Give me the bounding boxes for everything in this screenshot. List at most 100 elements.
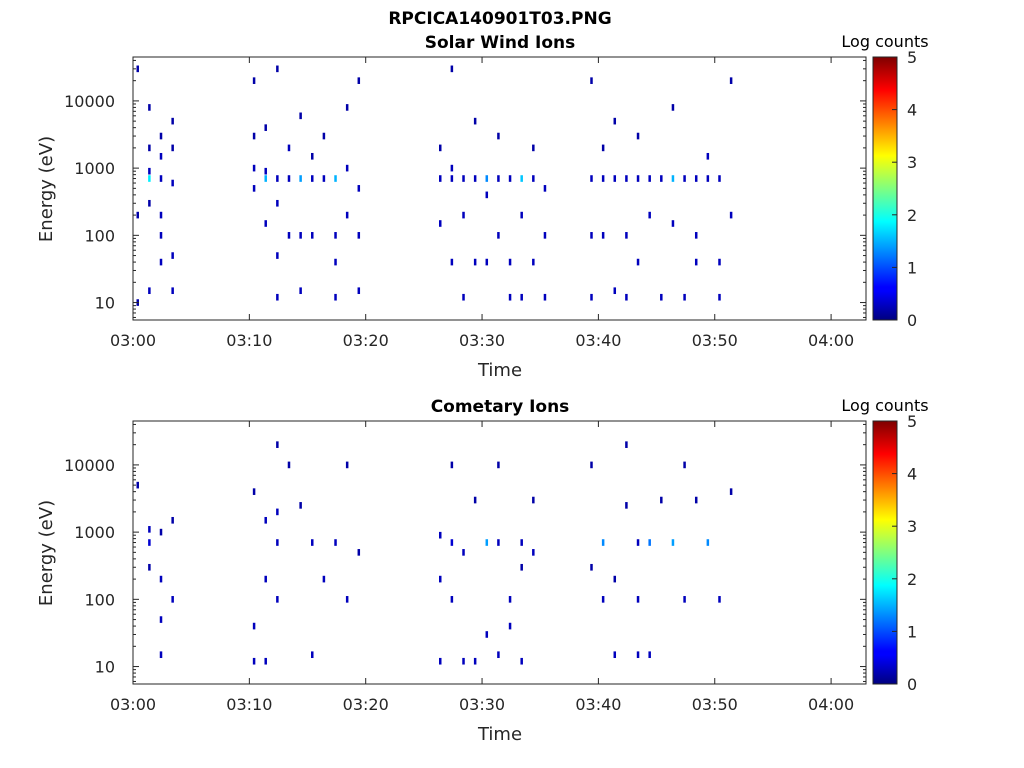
colorbar-tick-label: 4 (907, 465, 917, 484)
solar-wind-xlabel: Time (477, 360, 522, 381)
figure-title: RPCICA140901T03.PNG (388, 9, 611, 29)
spectrogram-cell (462, 211, 465, 219)
solar-wind-plot-area: 03:00 03:10 03:20 03:30 03:40 03:50 04:0010100… (64, 48, 917, 350)
spectrogram-cell (625, 441, 628, 448)
spectrogram-cell (508, 175, 512, 182)
spectrogram-cell (462, 657, 465, 665)
spectrogram-cell (613, 287, 617, 295)
spectrogram-cell (148, 526, 151, 533)
colorbar-tick-label: 2 (907, 570, 917, 589)
spectrogram-cell (694, 496, 698, 504)
spectrogram-cell (334, 175, 337, 182)
spectrogram-cell (264, 175, 267, 182)
spectrogram-cell (357, 77, 361, 84)
spectrogram-cell (148, 104, 151, 111)
colorbar-tick-label: 3 (907, 153, 917, 172)
spectrogram-cell (450, 258, 454, 266)
spectrogram-cell (450, 175, 454, 182)
spectrogram-cell (450, 596, 454, 603)
spectrogram-cell (532, 175, 535, 182)
spectrogram-cell (345, 461, 349, 469)
spectrogram-cell (136, 211, 139, 219)
spectrogram-cell (729, 211, 733, 219)
spectrogram-cell (311, 152, 314, 160)
spectrogram-cell (694, 232, 698, 239)
spectrogram-cell (171, 516, 174, 524)
spectrogram-cell (601, 175, 605, 182)
spectrogram-cell (729, 488, 733, 495)
spectrogram-cell (532, 258, 535, 266)
colorbar-tick-label: 1 (907, 622, 917, 641)
spectrogram-cell (590, 293, 593, 301)
y-tick-label: 1000 (74, 159, 115, 178)
spectrogram-cell (683, 596, 686, 603)
spectrogram-cell (439, 175, 442, 182)
spectrogram-cell (311, 175, 314, 182)
spectrogram-cell (450, 65, 454, 73)
spectrogram-cell (497, 175, 500, 182)
y-tick-label: 10000 (64, 456, 115, 475)
spectrogram-cell (345, 596, 349, 603)
spectrogram-cell (439, 144, 442, 152)
spectrogram-cell (718, 293, 721, 301)
plot-background (133, 421, 866, 684)
spectrogram-cell (497, 651, 500, 659)
cometary-colorbar-label: Log counts (841, 396, 928, 415)
spectrogram-cell (252, 164, 256, 172)
spectrogram-cell (485, 258, 489, 266)
spectrogram-cell (473, 258, 477, 266)
solar-wind-title: Solar Wind Ions (425, 33, 576, 53)
spectrogram-cell (252, 488, 256, 495)
spectrogram-cell (532, 144, 535, 152)
spectrogram-cell (287, 232, 291, 239)
spectrogram-cell (264, 167, 267, 175)
spectrogram-cell (613, 175, 617, 182)
spectrogram-cell (252, 622, 256, 630)
colorbar (872, 56, 898, 321)
spectrogram-cell (543, 232, 547, 239)
spectrogram-cell (497, 232, 500, 239)
spectrogram-cell (613, 651, 617, 659)
spectrogram-cell (462, 293, 465, 301)
spectrogram-cell (520, 211, 523, 219)
y-tick-label: 100 (84, 226, 115, 245)
spectrogram-cell (334, 293, 337, 301)
colorbar-tick-label: 5 (907, 412, 917, 431)
spectrogram-cell (473, 657, 477, 665)
cometary-ylabel: Energy (eV) (36, 500, 57, 606)
spectrogram-cell (648, 211, 651, 219)
spectrogram-cell (508, 258, 512, 266)
spectrogram-cell (450, 164, 454, 172)
x-tick-label: 03:30 (459, 695, 505, 714)
spectrogram-cell (729, 77, 733, 84)
solar-wind-ylabel: Energy (eV) (36, 136, 57, 242)
spectrogram-cell (718, 258, 721, 266)
spectrogram-cell (694, 175, 698, 182)
spectrogram-cell (276, 199, 279, 207)
x-tick-label: 03:50 (692, 695, 738, 714)
spectrogram-cell (252, 132, 256, 140)
spectrogram-cell (671, 220, 675, 227)
colorbar-tick-label: 5 (907, 48, 917, 67)
spectrogram-cell (671, 175, 675, 182)
spectrogram-cell (287, 144, 291, 152)
spectrogram-cell (473, 175, 477, 182)
spectrogram-cell (718, 175, 721, 182)
x-tick-label: 03:10 (226, 331, 272, 350)
spectrogram-cell (252, 185, 256, 192)
spectrogram-cell (276, 508, 279, 516)
spectrogram-cell (264, 220, 267, 227)
spectrogram-cell (171, 596, 174, 603)
x-tick-label: 03:00 (110, 695, 156, 714)
spectrogram-cell (299, 287, 302, 295)
spectrogram-cell (287, 461, 291, 469)
spectrogram-cell (636, 539, 640, 546)
spectrogram-cell (148, 199, 151, 207)
cometary-plot-area: 03:00 03:10 03:20 03:30 03:40 03:50 04:0010100… (64, 412, 917, 714)
spectrogram-cell (136, 481, 139, 489)
y-tick-label: 10 (95, 294, 115, 313)
spectrogram-cell (159, 528, 163, 536)
spectrogram-cell (462, 175, 465, 182)
spectrogram-cell (357, 232, 361, 239)
